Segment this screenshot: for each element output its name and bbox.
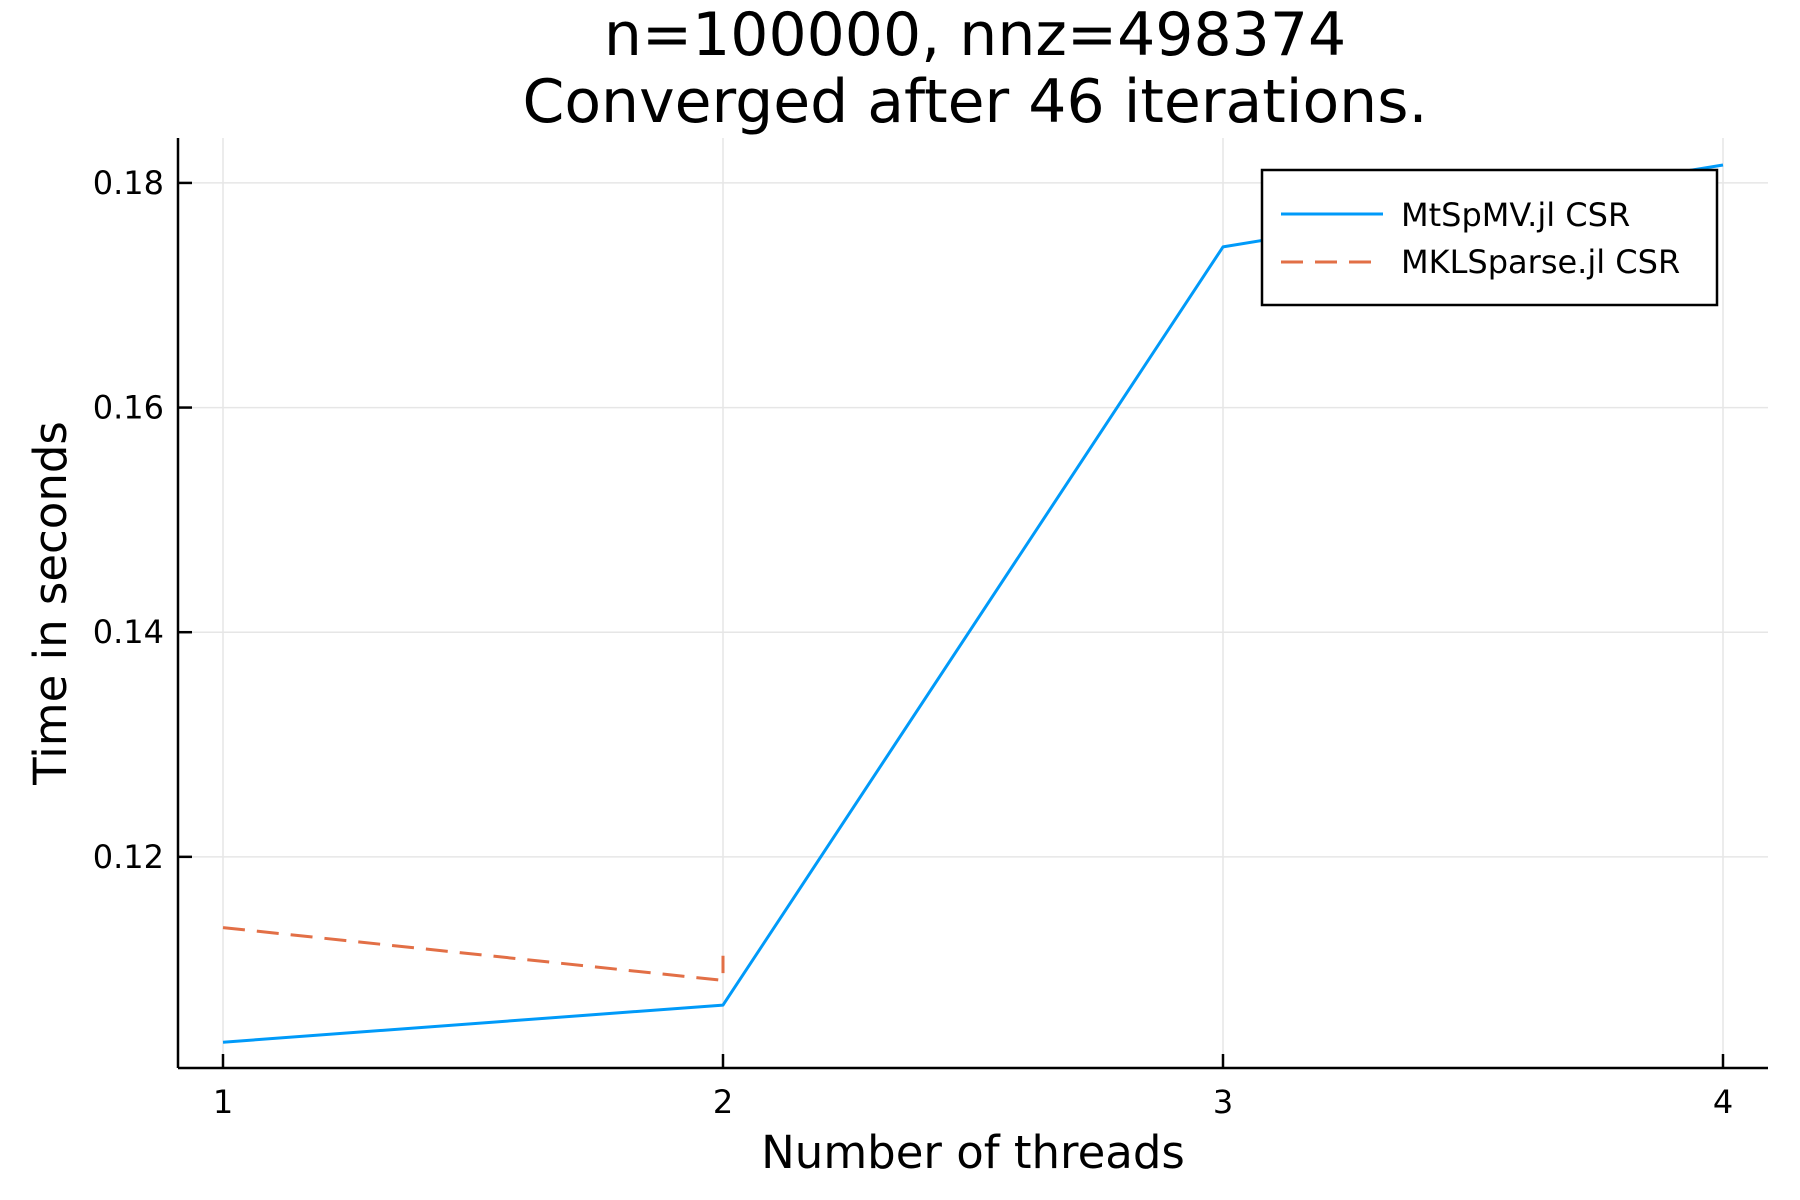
- x-tick-label: 1: [213, 1083, 233, 1121]
- legend-label-mklsparse: MKLSparse.jl CSR: [1401, 243, 1680, 281]
- legend-label-mtspmv: MtSpMV.jl CSR: [1401, 196, 1630, 234]
- x-tick-label: 2: [713, 1083, 733, 1121]
- legend: MtSpMV.jl CSR MKLSparse.jl CSR: [1260, 168, 1719, 307]
- grid-lines: [178, 138, 1768, 1068]
- chart-title-line-2: Converged after 46 iterations.: [522, 67, 1427, 137]
- legend-box: [1260, 168, 1719, 307]
- y-tick-label: 0.14: [93, 613, 164, 651]
- y-tick-label: 0.12: [93, 838, 164, 876]
- x-tick-label: 3: [1213, 1083, 1233, 1121]
- x-tick-label: 4: [1713, 1083, 1733, 1121]
- chart-title-line-1: n=100000, nnz=498374: [604, 0, 1346, 70]
- x-axis-label: Number of threads: [761, 1126, 1185, 1179]
- y-axis-label: Time in seconds: [24, 421, 77, 786]
- series-line-mklsparse: [222, 926, 725, 982]
- axis-ticks: 1 2 3 4 0.12 0.14 0.16 0.18: [93, 164, 1733, 1121]
- y-tick-label: 0.18: [93, 164, 164, 202]
- y-tick-label: 0.16: [93, 389, 164, 427]
